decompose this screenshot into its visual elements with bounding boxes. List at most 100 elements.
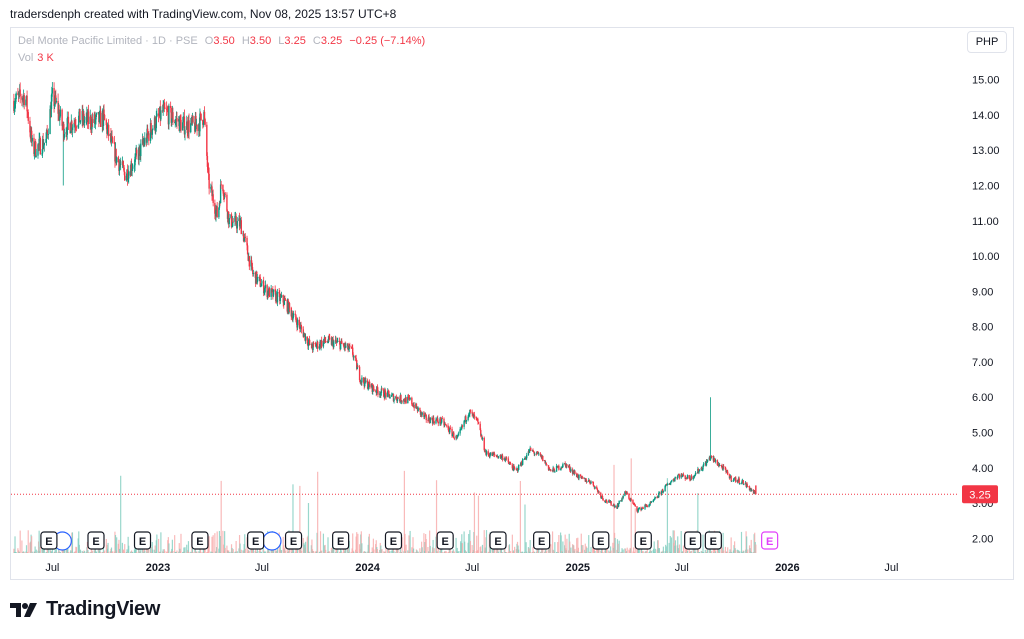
candle-body (63, 124, 65, 138)
candle-body (561, 467, 564, 468)
candle-body (117, 157, 120, 163)
candle-body (613, 504, 616, 508)
volume-bar (449, 547, 451, 553)
candle-body (320, 340, 323, 347)
volume-bar (508, 544, 511, 553)
candle-body (590, 481, 592, 484)
candle-body (669, 484, 671, 485)
candle-body (195, 115, 197, 126)
candle-body (207, 166, 209, 168)
volume-legend: Vol 3 K (18, 52, 54, 64)
candle-body (240, 220, 242, 235)
candle-body (632, 500, 634, 504)
candle-body (91, 119, 94, 123)
candle-body (244, 236, 247, 238)
candle-body (33, 152, 36, 155)
candle-body (714, 460, 717, 462)
volume-bar (693, 549, 695, 553)
candle-body (361, 377, 363, 383)
candle-body (239, 220, 241, 227)
candle-body (692, 476, 694, 480)
candle-body (475, 416, 477, 419)
x-tick-label: Jul (465, 562, 479, 574)
volume-bar (580, 533, 582, 553)
candle-body (98, 112, 101, 123)
volume-bar (653, 541, 655, 553)
candle-body (348, 345, 350, 349)
candle-body (535, 453, 538, 455)
candle-body (581, 476, 584, 478)
candle-body (196, 124, 198, 132)
candle-body (747, 486, 749, 488)
volume-bar (640, 546, 643, 553)
candle-body (633, 503, 635, 505)
candle-body (355, 358, 357, 361)
volume-bar (412, 537, 414, 553)
volume-bar (31, 551, 33, 553)
candle-body (722, 466, 725, 467)
candle-body (316, 341, 319, 349)
candle-body (200, 113, 202, 121)
candle-body (431, 417, 433, 420)
candle-body (564, 463, 566, 464)
volume-bar (560, 535, 562, 553)
volume-bar (315, 550, 317, 553)
candle-body (49, 109, 51, 135)
volume-bar (610, 550, 612, 553)
candle-body (103, 109, 105, 115)
volume-bar (381, 549, 383, 553)
volume-bar (614, 537, 616, 553)
candle-body (693, 475, 696, 478)
volume-bar (135, 546, 137, 553)
y-tick-label: 2.00 (972, 533, 993, 545)
volume-bar (35, 549, 37, 553)
candle-body (553, 467, 555, 470)
volume-bar (295, 548, 298, 553)
candle-body (368, 381, 371, 385)
candle-body (115, 148, 117, 163)
volume-bar (79, 549, 82, 553)
candle-body (206, 155, 209, 167)
candle-body (654, 497, 656, 500)
volume-bar (256, 548, 258, 553)
volume-bar (353, 551, 355, 553)
volume-bar (566, 538, 568, 553)
earnings-marker (684, 531, 702, 550)
candle-body (441, 418, 443, 420)
candle-body (501, 455, 504, 460)
currency-button[interactable]: PHP (967, 31, 1007, 53)
volume-bar (702, 551, 705, 553)
volume-bar (461, 543, 463, 553)
candle-body (33, 137, 35, 155)
candle-body (331, 339, 333, 345)
candle-body (43, 145, 45, 149)
volume-bar (511, 534, 513, 553)
volume-bar (654, 548, 656, 553)
volume-bar (136, 551, 138, 553)
candle-body (300, 325, 302, 327)
candle-body (701, 467, 703, 470)
candle-body (344, 343, 346, 348)
candle-body (171, 118, 173, 123)
candle-body (284, 299, 287, 301)
volume-bar (236, 551, 238, 553)
volume-bar (468, 533, 470, 553)
x-tick-label: 2024 (355, 562, 380, 574)
open-value: 3.50 (213, 35, 235, 47)
tradingview-logo-icon (10, 602, 37, 617)
earnings-marker (332, 531, 350, 550)
volume-bar (401, 537, 403, 553)
candle-body (243, 237, 245, 242)
candle-body (713, 457, 716, 462)
candle-body (311, 344, 313, 349)
candle-body (55, 95, 57, 102)
volume-bar (260, 551, 262, 553)
volume-bar (608, 550, 610, 553)
candle-body (735, 477, 737, 482)
candle-body (500, 456, 503, 458)
volume-bar (698, 551, 701, 553)
earnings-marker-label: E (45, 536, 52, 548)
candle-body (489, 455, 491, 457)
candle-body (411, 397, 413, 405)
